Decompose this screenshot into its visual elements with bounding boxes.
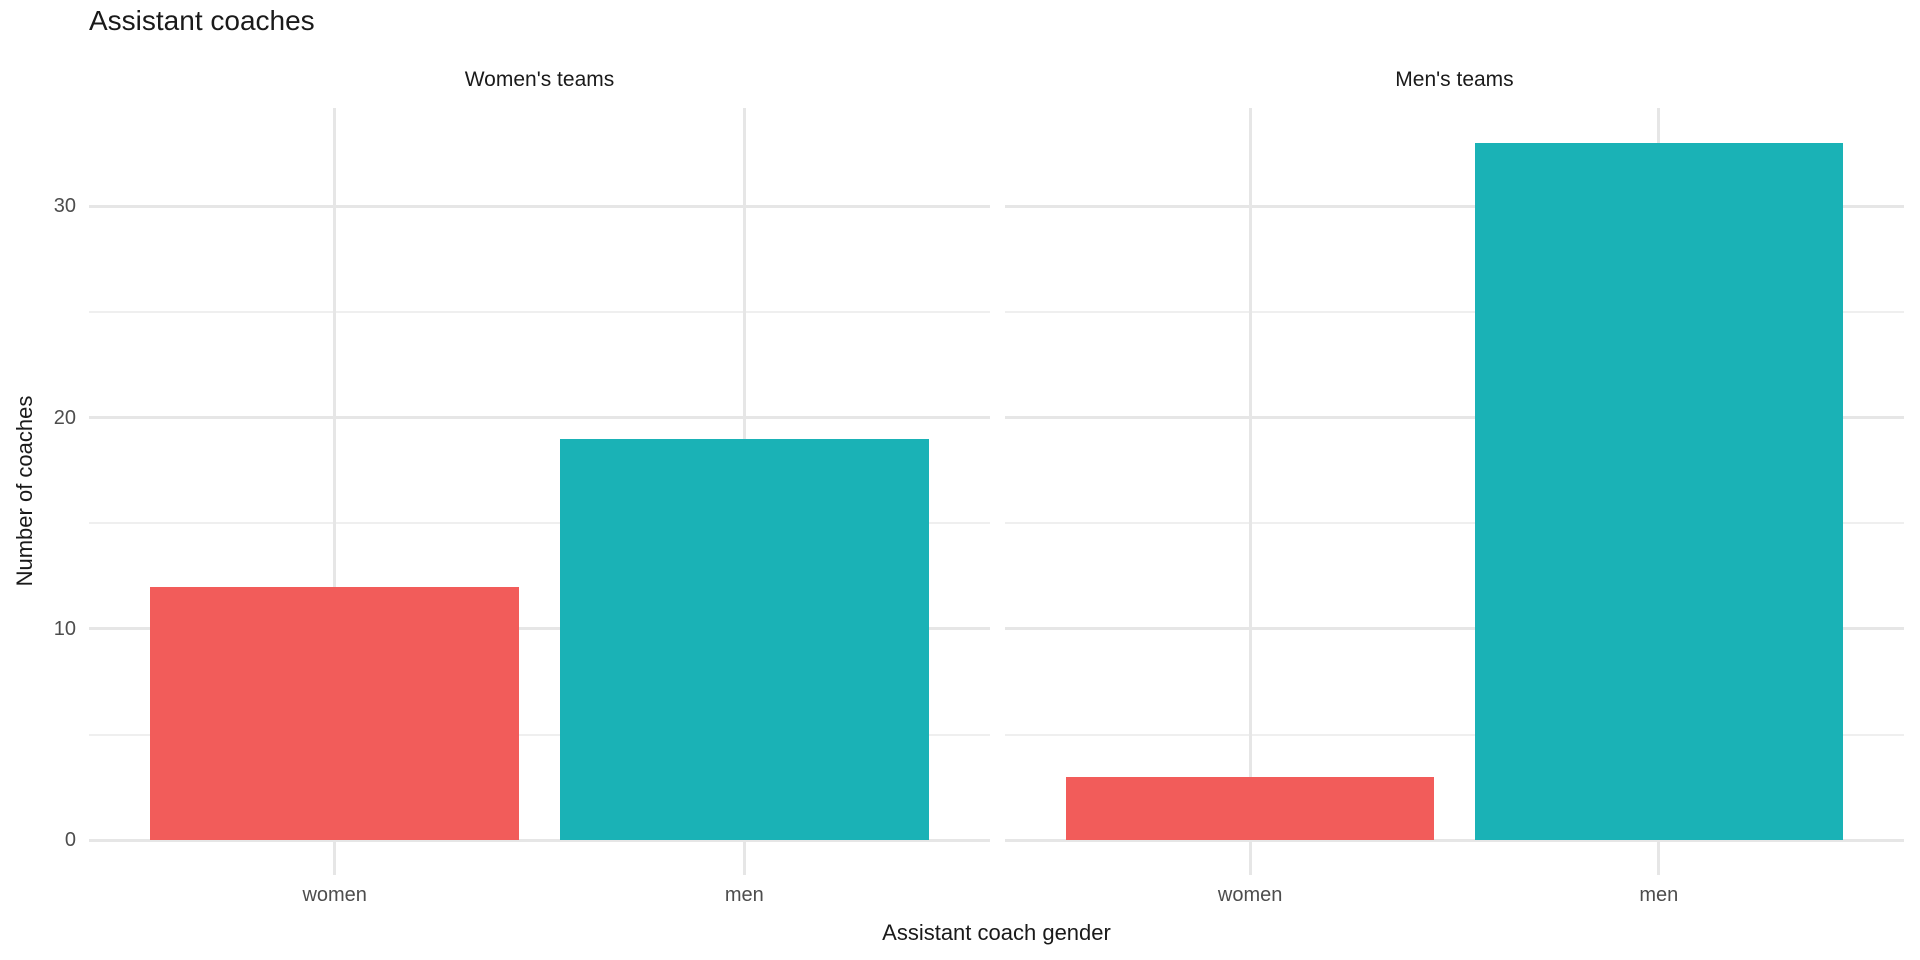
facet-label-mens-teams: Men's teams bbox=[1395, 68, 1514, 91]
facet-label-womens-teams: Women's teams bbox=[464, 68, 615, 91]
gridline-minor-y-25 bbox=[89, 310, 990, 313]
gridline-minor-y-15 bbox=[1005, 522, 1904, 525]
gridline-major-y-0 bbox=[89, 838, 990, 842]
x-tick-label-men-s-teams-women: women bbox=[1217, 884, 1283, 906]
y-tick-label-30: 30 bbox=[53, 195, 76, 218]
gridline-minor-y-5 bbox=[1005, 733, 1904, 736]
gridline-major-y-20 bbox=[1005, 416, 1904, 420]
bar-men-s-teams-men bbox=[1474, 142, 1843, 841]
x-tick-label-women-s-teams-men: men bbox=[724, 884, 764, 906]
gridline-minor-y-5 bbox=[89, 733, 990, 736]
facet-panel-womens-teams bbox=[89, 108, 990, 875]
x-tick-label-women-s-teams-women: women bbox=[302, 884, 367, 906]
bar-women-s-teams-women bbox=[150, 586, 519, 841]
gridline-major-y-10 bbox=[1005, 627, 1904, 631]
x-axis-title: Assistant coach gender bbox=[882, 920, 1111, 945]
gridline-major-y-0 bbox=[1005, 838, 1904, 842]
chart-title: Assistant coaches bbox=[89, 5, 315, 36]
gridline-major-y-30 bbox=[1005, 204, 1904, 208]
y-tick-label-20: 20 bbox=[53, 406, 76, 429]
gridline-major-x-women bbox=[1248, 108, 1252, 875]
gridline-minor-y-25 bbox=[1005, 310, 1904, 313]
bar-women-s-teams-men bbox=[559, 438, 929, 841]
gridline-major-x-women bbox=[333, 108, 337, 875]
bar-men-s-teams-women bbox=[1066, 776, 1435, 841]
gridline-major-y-30 bbox=[89, 204, 990, 208]
gridline-minor-y-15 bbox=[89, 522, 990, 525]
y-tick-label-0: 0 bbox=[64, 829, 76, 852]
gridline-major-y-20 bbox=[89, 416, 990, 420]
facet-panel-mens-teams bbox=[1005, 108, 1904, 875]
gridline-major-y-10 bbox=[89, 627, 990, 631]
y-tick-label-10: 10 bbox=[53, 617, 76, 640]
x-tick-label-men-s-teams-men: men bbox=[1639, 884, 1679, 906]
y-axis-title: Number of coaches bbox=[12, 395, 37, 587]
